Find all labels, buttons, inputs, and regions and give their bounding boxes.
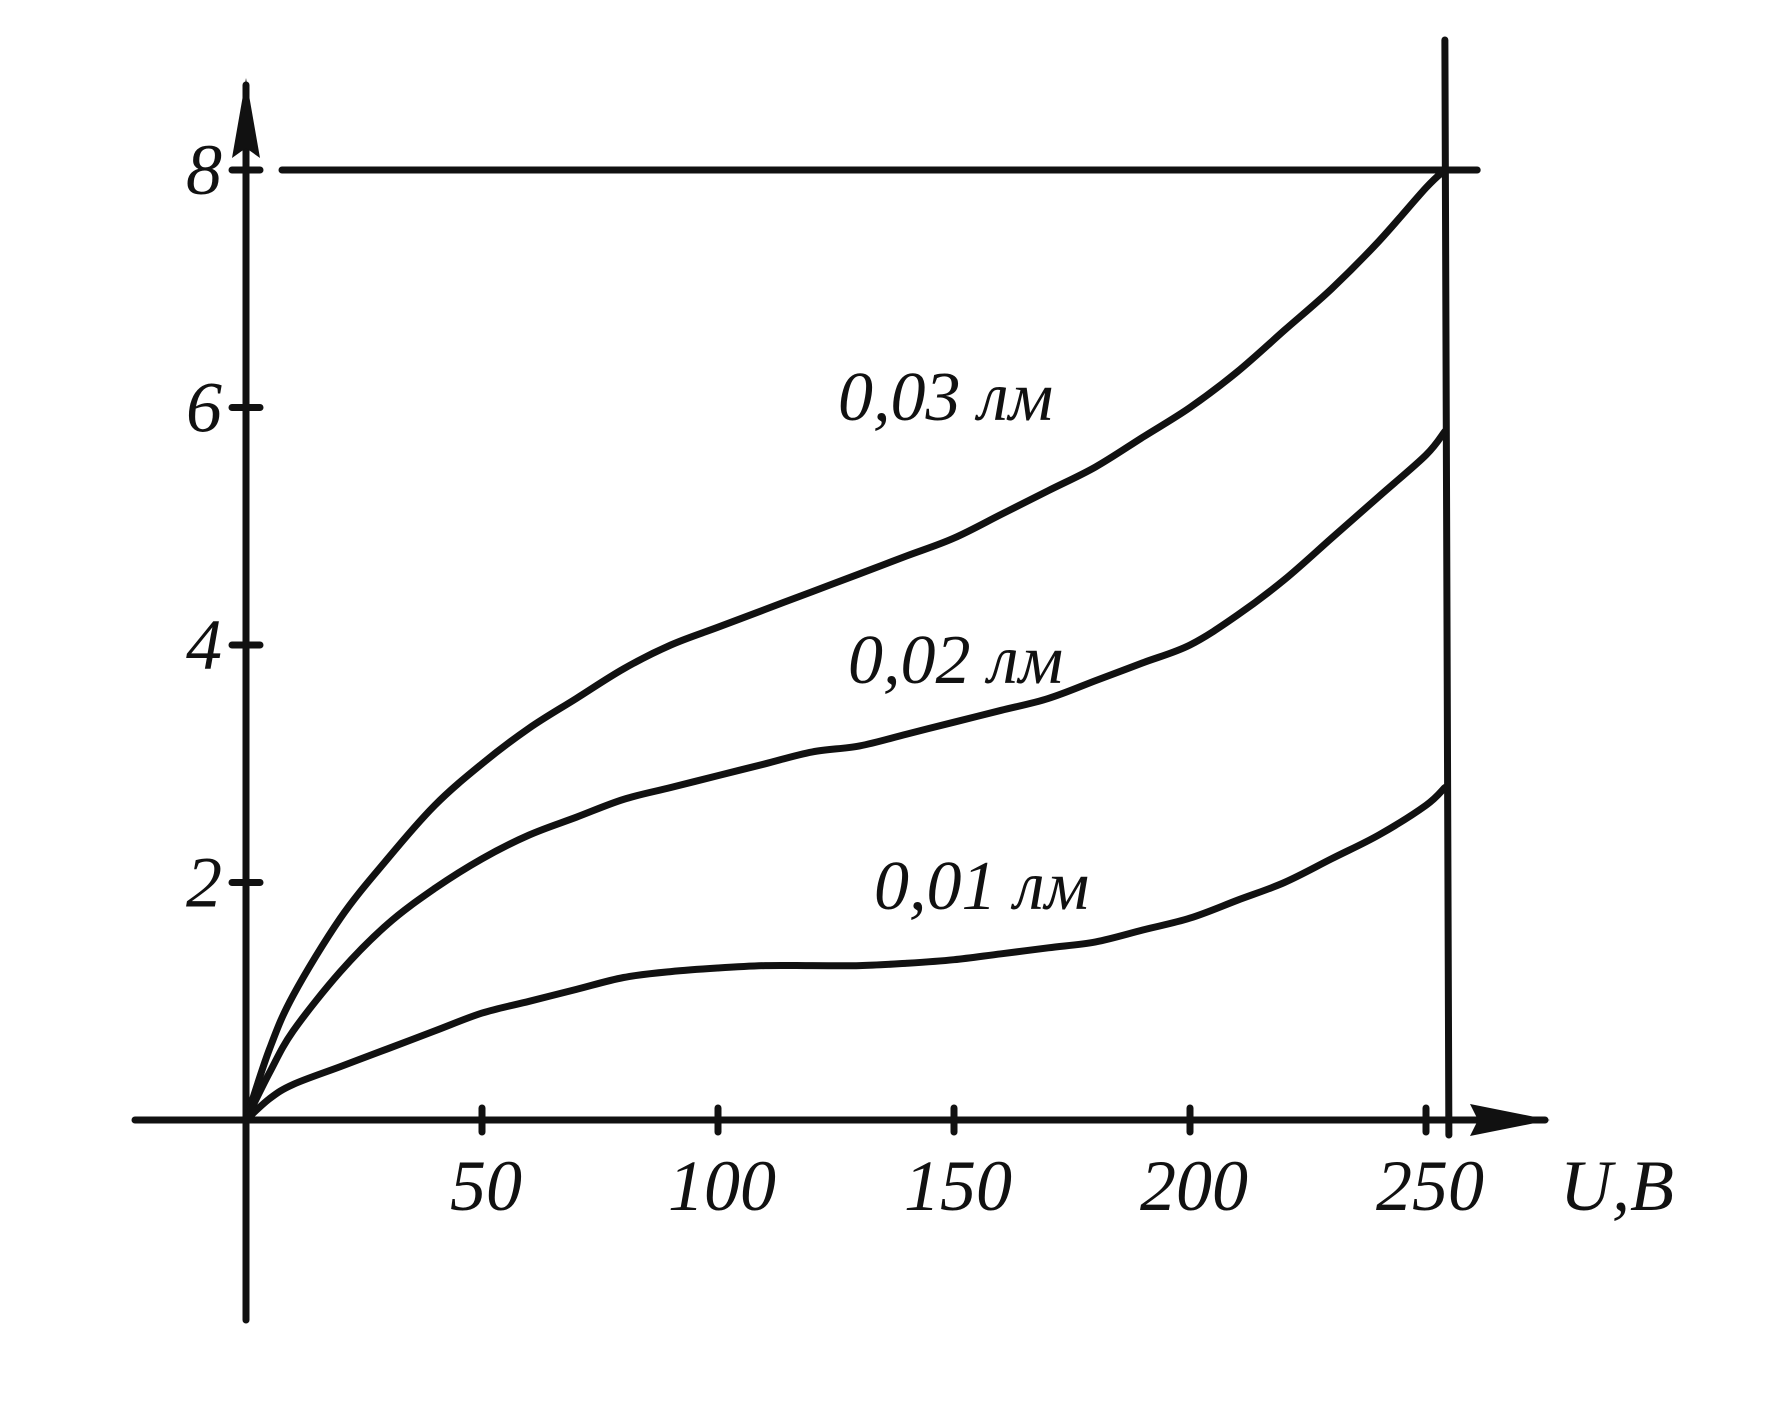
y-tick-label-8: 8 bbox=[186, 130, 222, 210]
x-tick-label-100: 100 bbox=[668, 1146, 776, 1226]
series-line-2 bbox=[242, 784, 1449, 1124]
series-line-0 bbox=[242, 166, 1449, 1124]
series-label-002: 0,02 лм bbox=[848, 622, 1063, 699]
x-tick-label-150: 150 bbox=[904, 1146, 1012, 1226]
x-axis-arrow bbox=[1470, 1104, 1550, 1136]
series-curves bbox=[242, 166, 1449, 1124]
series-label-001: 0,01 лм bbox=[874, 848, 1089, 925]
reference-line-vertical bbox=[1441, 36, 1453, 1139]
y-tick-label-2: 2 bbox=[186, 843, 222, 923]
series-line-1 bbox=[242, 427, 1449, 1124]
x-tick-label-200: 200 bbox=[1140, 1146, 1248, 1226]
x-ticks: 50 100 150 200 250 bbox=[450, 1104, 1484, 1226]
x-tick-label-250: 250 bbox=[1376, 1146, 1484, 1226]
y-tick-label-4: 4 bbox=[186, 605, 222, 685]
series-label-003: 0,03 лм bbox=[838, 359, 1053, 436]
y-axis-arrow bbox=[232, 78, 260, 158]
y-ticks: 2 4 6 8 bbox=[186, 130, 264, 923]
y-tick-label-6: 6 bbox=[186, 368, 222, 448]
x-axis-label: U,B bbox=[1560, 1146, 1674, 1226]
x-tick-label-50: 50 bbox=[450, 1146, 522, 1226]
